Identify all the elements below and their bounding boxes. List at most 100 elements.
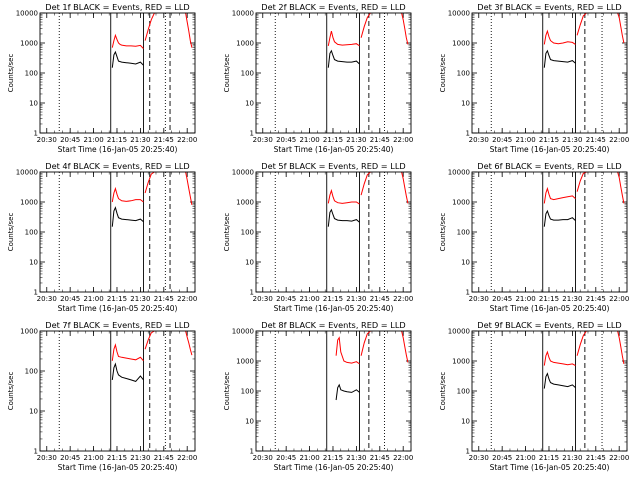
x-tick-label: 21:15 xyxy=(107,136,127,144)
y-axis-label: Counts/sec xyxy=(223,213,231,252)
x-tick-label: 22:00 xyxy=(177,295,197,303)
y-tick-label: 10 xyxy=(29,259,38,267)
y-tick-label: 1 xyxy=(250,130,254,138)
y-tick-label: 10000 xyxy=(448,10,470,18)
panel-title: Det 7f BLACK = Events, RED = LLD xyxy=(45,320,189,330)
panel-title: Det 3f BLACK = Events, RED = LLD xyxy=(477,2,621,12)
y-tick-label: 10000 xyxy=(16,10,38,18)
detector-panel: Det 1f BLACK = Events, RED = LLD Counts/s… xyxy=(7,2,197,154)
x-tick-label: 21:30 xyxy=(130,454,150,462)
detector-panel: Det 3f BLACK = Events, RED = LLD Counts/s… xyxy=(439,2,629,154)
y-tick-label: 100 xyxy=(241,70,254,78)
events-series-line xyxy=(111,206,144,227)
y-axis-label: Counts/sec xyxy=(7,54,15,93)
x-axis-label: Start Time (16-Jan-05 20:25:40) xyxy=(490,463,610,472)
x-tick-label: 21:15 xyxy=(323,454,343,462)
y-tick-label: 10 xyxy=(29,408,38,416)
x-tick-label: 21:15 xyxy=(323,295,343,303)
y-tick-label: 100 xyxy=(457,70,470,78)
series-group xyxy=(543,13,625,68)
lld-series-line xyxy=(617,172,625,204)
events-series-line xyxy=(543,372,576,389)
x-tick-label: 20:30 xyxy=(469,295,489,303)
detector-panel: Det 4f BLACK = Events, RED = LLD Counts/s… xyxy=(7,161,197,313)
x-tick-label: 21:00 xyxy=(83,136,103,144)
x-tick-label: 20:45 xyxy=(492,295,512,303)
detector-panel: Det 2f BLACK = Events, RED = LLD Counts/s… xyxy=(223,2,413,154)
y-tick-label: 1 xyxy=(250,289,254,297)
lld-series-line xyxy=(543,350,576,367)
y-tick-label: 10 xyxy=(461,418,470,426)
x-tick-label: 22:00 xyxy=(393,454,413,462)
lld-series-line xyxy=(335,336,360,365)
x-tick-label: 22:00 xyxy=(177,136,197,144)
plot-frame xyxy=(39,330,196,452)
series-group xyxy=(111,331,193,382)
events-series-line xyxy=(543,209,576,227)
lld-series-line xyxy=(401,172,409,204)
lld-series-line xyxy=(543,186,576,204)
lld-series-line xyxy=(617,331,625,364)
x-tick-label: 22:00 xyxy=(177,454,197,462)
x-tick-label: 21:15 xyxy=(539,136,559,144)
y-tick-label: 1 xyxy=(34,130,38,138)
y-tick-label: 1 xyxy=(466,130,470,138)
series-group xyxy=(327,13,409,68)
y-tick-label: 1000 xyxy=(236,40,254,48)
x-axis-label: Start Time (16-Jan-05 20:25:40) xyxy=(274,463,394,472)
x-tick-label: 21:45 xyxy=(154,454,174,462)
plot-frame xyxy=(255,12,412,134)
x-axis-label: Start Time (16-Jan-05 20:25:40) xyxy=(58,145,178,154)
x-axis-label: Start Time (16-Jan-05 20:25:40) xyxy=(274,145,394,154)
x-tick-label: 22:00 xyxy=(609,136,629,144)
panel-title: Det 1f BLACK = Events, RED = LLD xyxy=(45,2,189,12)
panel-title: Det 2f BLACK = Events, RED = LLD xyxy=(261,2,405,12)
lld-series-line xyxy=(144,172,156,194)
x-tick-label: 21:15 xyxy=(107,454,127,462)
series-group xyxy=(335,331,409,401)
events-series-line xyxy=(327,49,360,68)
x-tick-label: 21:30 xyxy=(130,295,150,303)
y-tick-label: 1 xyxy=(466,289,470,297)
lld-series-line xyxy=(360,172,372,196)
y-tick-label: 10000 xyxy=(16,169,38,177)
x-tick-label: 21:45 xyxy=(154,136,174,144)
y-tick-label: 100 xyxy=(457,229,470,237)
x-tick-label: 22:00 xyxy=(393,295,413,303)
lld-series-line xyxy=(111,186,144,203)
x-tick-label: 21:00 xyxy=(83,454,103,462)
lld-series-line xyxy=(111,33,144,49)
lld-series-line xyxy=(360,13,372,38)
x-tick-label: 21:45 xyxy=(154,295,174,303)
plot-frame xyxy=(39,12,196,134)
lld-series-line xyxy=(617,13,625,44)
lld-series-line xyxy=(576,172,588,192)
y-tick-label: 10000 xyxy=(232,10,254,18)
lld-series-line xyxy=(144,13,158,41)
panel-title: Det 9f BLACK = Events, RED = LLD xyxy=(477,320,621,330)
events-series-line xyxy=(111,50,144,68)
x-tick-label: 21:45 xyxy=(370,454,390,462)
plot-frame xyxy=(255,171,412,293)
y-tick-label: 10000 xyxy=(448,169,470,177)
lld-series-line xyxy=(327,30,360,47)
y-tick-label: 1000 xyxy=(20,199,38,207)
x-tick-label: 22:00 xyxy=(609,454,629,462)
y-axis-label: Counts/sec xyxy=(223,54,231,93)
y-axis-label: Counts/sec xyxy=(439,213,447,252)
y-tick-label: 100 xyxy=(241,388,254,396)
x-tick-label: 21:00 xyxy=(515,454,535,462)
lld-series-line xyxy=(327,188,360,205)
y-tick-label: 10000 xyxy=(232,169,254,177)
x-tick-label: 21:00 xyxy=(299,295,319,303)
series-group xyxy=(543,331,625,389)
x-tick-label: 21:00 xyxy=(83,295,103,303)
plot-frame xyxy=(471,12,628,134)
y-tick-label: 1000 xyxy=(236,199,254,207)
plot-frame xyxy=(471,330,628,452)
events-series-line xyxy=(327,208,360,227)
x-tick-label: 21:30 xyxy=(562,454,582,462)
x-tick-label: 21:00 xyxy=(515,295,535,303)
x-tick-label: 21:45 xyxy=(370,136,390,144)
